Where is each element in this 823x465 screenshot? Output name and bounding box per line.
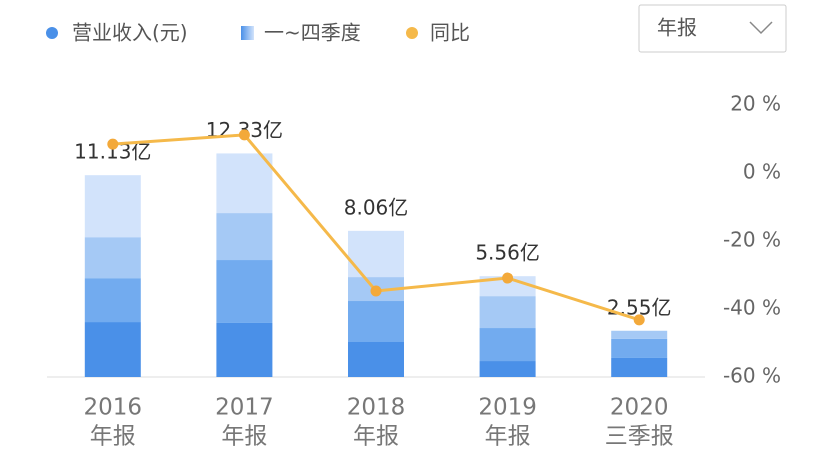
bar-segment: [216, 153, 273, 214]
y2-tick-label: -40 %: [723, 296, 781, 320]
y2-tick-label: -20 %: [723, 228, 781, 252]
dropdown[interactable]: 年报: [638, 4, 787, 53]
bar-segment: [611, 357, 668, 377]
bar-segment: [479, 328, 536, 362]
y2-tick-label: 20 %: [730, 92, 781, 116]
x-tick-label: 2019: [478, 395, 537, 421]
legend-marker: [46, 27, 58, 39]
bar-segment: [216, 322, 273, 377]
yoy-point: [238, 129, 250, 141]
legend-marker: [406, 27, 418, 39]
legend-marker: [241, 26, 254, 40]
yoy-point: [502, 272, 514, 284]
x-tick-label: 2016: [84, 395, 143, 421]
bar-segment: [611, 330, 668, 339]
yoy-point: [633, 314, 645, 326]
yoy-point: [370, 285, 382, 297]
bar-segment: [348, 230, 404, 278]
x-tick-sublabel: 年报: [485, 424, 531, 450]
bar-segment: [84, 322, 141, 377]
bar-segment: [84, 278, 141, 323]
legend-label: 一~四季度: [264, 21, 361, 45]
x-tick-label: 2017: [215, 395, 274, 421]
legend-label: 营业收入(元): [72, 21, 188, 45]
x-tick-sublabel: 年报: [221, 424, 267, 450]
x-tick-label: 2018: [347, 395, 406, 421]
y2-tick-label: 0 %: [743, 160, 781, 184]
bar-segment: [216, 213, 273, 261]
bar-segment: [348, 342, 404, 377]
bar-segment: [479, 296, 536, 329]
x-tick-sublabel: 年报: [353, 424, 399, 450]
bar-segment: [348, 301, 404, 343]
y2-tick-label: -60 %: [723, 364, 781, 388]
bar-segment: [84, 237, 141, 279]
legend-label: 同比: [430, 21, 470, 45]
dropdown-chevron[interactable]: [749, 21, 773, 35]
dropdown-box[interactable]: [638, 4, 787, 53]
value-label: 5.56亿: [475, 241, 540, 265]
x-tick-label: 2020: [610, 395, 669, 421]
yoy-point: [107, 138, 119, 150]
bar-segment: [611, 338, 668, 358]
bar-segment: [479, 361, 536, 377]
dropdown-text[interactable]: 年报: [657, 16, 697, 40]
x-tick-sublabel: 三季报: [605, 424, 674, 450]
bar-segment: [216, 260, 273, 323]
x-tick-sublabel: 年报: [90, 424, 136, 450]
value-label: 8.06亿: [344, 195, 409, 219]
bar-segment: [84, 175, 141, 238]
